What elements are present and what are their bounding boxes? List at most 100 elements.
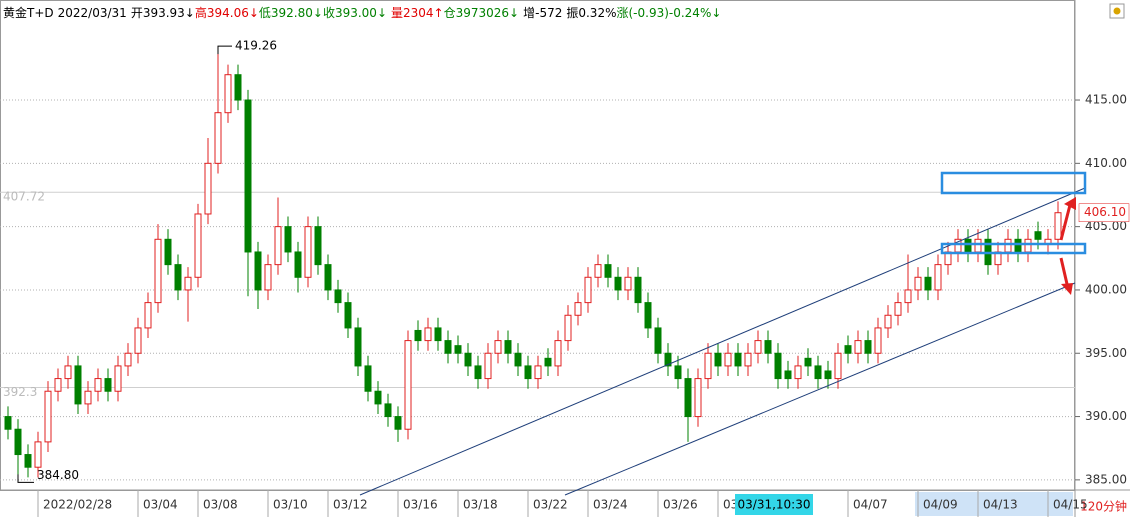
- candle-body: [424, 327, 432, 342]
- candle-body: [494, 340, 502, 354]
- header-item: 收393.00↓: [323, 6, 387, 20]
- header-item: 仓3973026↓: [444, 6, 520, 20]
- candle-body: [204, 162, 212, 215]
- candle-body: [604, 264, 612, 278]
- candle-body: [564, 314, 572, 342]
- candle-body: [884, 314, 892, 329]
- candle-body: [704, 352, 712, 380]
- candle-body: [314, 226, 322, 266]
- y-tick-label: 415.00: [1085, 93, 1127, 107]
- candle-body: [824, 370, 832, 380]
- candle-body: [344, 302, 352, 329]
- candle-body: [834, 352, 842, 380]
- header-item: 量2304↑: [391, 6, 444, 20]
- candle-body: [714, 352, 722, 367]
- trend-line: [359, 187, 1086, 496]
- highlight-box: [940, 171, 1087, 195]
- candle-body: [594, 264, 602, 278]
- arrow: [1059, 257, 1069, 285]
- x-tick-label: 04/09: [923, 498, 958, 512]
- ref-label: 407.72: [3, 190, 45, 204]
- candle-body: [474, 365, 482, 380]
- header-item: 2022/03/31: [58, 6, 127, 20]
- candle-body: [744, 352, 752, 367]
- candle-body: [794, 365, 802, 380]
- candle-body: [44, 390, 52, 443]
- cursor-box: [735, 494, 813, 515]
- candle-body: [1004, 238, 1012, 253]
- highlight-box: [940, 242, 1087, 255]
- candle-body: [924, 276, 932, 291]
- candle-body: [34, 441, 42, 468]
- candle-body: [1034, 231, 1042, 240]
- header-item: 振0.32%: [566, 6, 616, 20]
- x-tick-label: 04/15: [1053, 498, 1088, 512]
- last-price-label: 406.10: [1084, 205, 1126, 219]
- min-pointer: [17, 474, 34, 483]
- candle-body: [844, 345, 852, 354]
- candle-body: [504, 340, 512, 354]
- header-item: 低392.80↓: [259, 6, 323, 20]
- candle-body: [334, 289, 342, 304]
- candle-body: [294, 251, 302, 278]
- candle-body: [394, 416, 402, 430]
- candle-body: [134, 327, 142, 354]
- candle-body: [1054, 212, 1062, 240]
- candle-body: [484, 352, 492, 380]
- candle-body: [724, 352, 732, 367]
- candle-body: [694, 378, 702, 418]
- candle-body: [14, 428, 22, 456]
- x-tick-label: 03/04: [143, 498, 178, 512]
- candle-body: [754, 340, 762, 354]
- candle-body: [454, 345, 462, 354]
- candle-body: [764, 340, 772, 354]
- arrow-head: [1064, 197, 1076, 210]
- candle-body: [804, 357, 812, 367]
- candle-body: [374, 390, 382, 405]
- candle-body: [184, 276, 192, 291]
- candle-body: [974, 238, 982, 253]
- candle-body: [414, 329, 422, 342]
- min-label: 384.80: [37, 468, 79, 482]
- candle-body: [874, 327, 882, 354]
- candle-body: [224, 74, 232, 114]
- x-tick-label: 04/07: [853, 498, 888, 512]
- y-tick-label: 385.00: [1085, 472, 1127, 486]
- header: 黄金T+D 2022/03/31 开393.93↓高394.06↓低392.80↓收…: [3, 5, 721, 20]
- candle-body: [144, 302, 152, 329]
- arrow-head: [1061, 283, 1073, 295]
- candle-body: [644, 302, 652, 329]
- candle-body: [444, 340, 452, 354]
- candle-body: [1024, 238, 1032, 253]
- candle-body: [684, 378, 692, 418]
- candle-body: [1014, 238, 1022, 253]
- candle-body: [554, 340, 562, 367]
- icon: [1113, 7, 1121, 15]
- range-highlight: [915, 492, 1073, 516]
- candle-body: [244, 99, 252, 253]
- ref-label: 392.3: [3, 385, 37, 399]
- candle-body: [624, 276, 632, 291]
- x-tick-label: 03/24: [593, 498, 628, 512]
- icon[interactable]: [1109, 3, 1125, 19]
- candle-body: [784, 370, 792, 380]
- x-tick-label: 03/16: [403, 498, 438, 512]
- candle-body: [194, 213, 202, 278]
- candle-body: [664, 352, 672, 367]
- last-price-box: [1078, 203, 1130, 222]
- candle-body: [584, 276, 592, 304]
- candle-body: [254, 251, 262, 291]
- candle-body: [154, 238, 162, 304]
- candle-body: [24, 454, 32, 468]
- candle-body: [524, 365, 532, 380]
- candle-body: [214, 112, 222, 164]
- candle-body: [4, 416, 12, 430]
- header-item: 高394.06↓: [195, 5, 259, 20]
- candle-body: [364, 365, 372, 392]
- y-tick-label: 410.00: [1085, 156, 1127, 170]
- candle-body: [534, 365, 542, 380]
- candle-body: [64, 365, 72, 380]
- x-tick-label: 03/10: [273, 498, 308, 512]
- candle-body: [964, 238, 972, 253]
